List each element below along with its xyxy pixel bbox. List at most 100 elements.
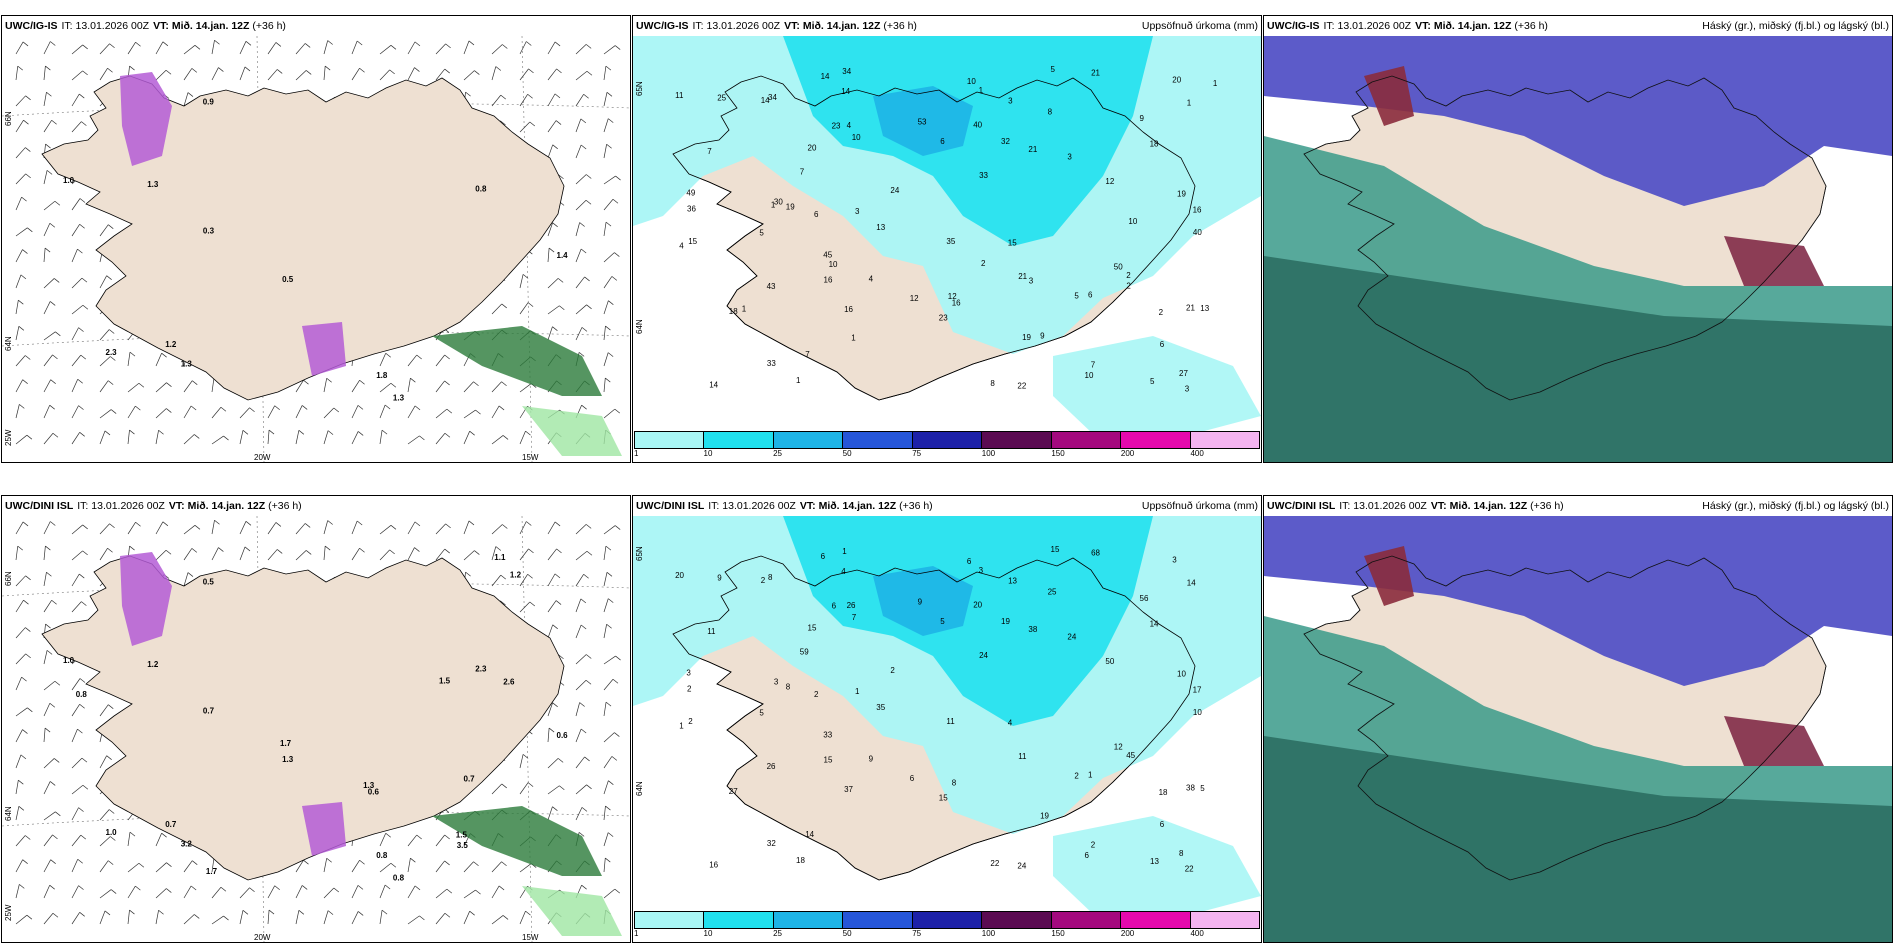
value-label: 13 [1008,577,1017,586]
colorbar-swatch [773,912,844,928]
value-label: 4 [869,275,874,284]
value-label: 1 [796,376,801,385]
value-label: 24 [979,651,988,660]
vt-value: Mið. 14.jan. 12Z [818,500,897,512]
it-prefix: IT: [1323,20,1335,32]
value-label: 43 [767,282,776,291]
value-label: 1.8 [376,371,388,380]
colorbar-swatch [773,432,844,448]
cloud-fields [1264,516,1892,942]
value-label: 1.5 [456,831,468,840]
panel-header: UWC/DINI ISL IT: 13.01.2026 00Z VT: Mið.… [633,496,1261,516]
panel-dini-cloud: UWC/DINI ISL IT: 13.01.2026 00Z VT: Mið.… [1263,495,1893,943]
axis-lat-top: 66N [4,571,13,586]
panel-header: UWC/DINI ISL IT: 13.01.2026 00Z VT: Mið.… [2,496,630,516]
colorbar-swatches [634,911,1260,929]
value-label: 30 [774,198,783,207]
value-label: 10 [967,77,976,86]
value-label: 10 [852,133,861,142]
colorbar-tick: 150 [1051,929,1065,938]
colorbar-swatch [704,912,774,928]
colorbar-swatch [1121,432,1191,448]
value-label: 11 [946,717,955,726]
lead-time: (+36 h) [268,500,302,512]
value-label: 14 [841,87,850,96]
value-label: 13 [876,223,885,232]
value-label: 0.8 [376,851,388,860]
value-label: 14 [805,830,814,839]
value-label: 2 [761,576,766,585]
value-label: 0.6 [368,787,380,796]
value-label: 11 [675,91,684,100]
vt-prefix: VT: [168,500,185,512]
value-label: 1.5 [439,676,451,685]
value-label: 1.0 [106,828,118,837]
colorbar-swatch [635,432,705,448]
value-label: 15 [808,623,817,632]
value-label: 45 [823,251,832,260]
value-label: 7 [707,147,712,156]
precip-fields [633,516,1261,914]
value-label: 14 [1187,578,1196,587]
value-label: 22 [1017,381,1026,390]
value-label: 2 [1091,841,1096,850]
value-label: 8 [1179,849,1184,858]
colorbar-swatch [1121,912,1191,928]
model-name: UWC/DINI ISL [1267,500,1336,512]
value-label: 27 [729,787,738,796]
map-canvas [1264,36,1892,462]
value-label: 3.5 [457,841,469,850]
value-label: 9 [869,755,874,764]
map-canvas: 0.8 0.5 0.7 1.2 2.3 0.8 0.6 0.7 1.3 3.2 1.0 1.0 1.7 1… [2,516,630,942]
axis-lon-right: 15W [522,453,539,462]
colorbar-tick: 75 [912,449,922,458]
colorbar-tick: 10 [703,929,713,938]
value-label: 2.3 [106,348,118,357]
value-label: 1 [1187,98,1192,107]
vt-value: Mið. 14.jan. 12Z [1449,500,1528,512]
value-label: 12 [1114,743,1123,752]
value-label: 6 [1160,820,1165,829]
it-value: 13.01.2026 00Z [1353,500,1427,512]
value-label: 12 [1105,177,1114,186]
axis-lat-top: 65N [635,81,644,96]
value-label: 40 [1193,228,1202,237]
value-label: 50 [1114,263,1123,272]
value-label: 0.3 [203,227,215,236]
colorbar-tick: 100 [981,449,996,458]
value-label: 18 [1159,788,1168,797]
colorbar: 1 10 25 50 75 100 150 200 400 [634,431,1260,459]
colorbar-tick: 200 [1120,929,1135,938]
value-label: 5 [1051,65,1056,74]
lead-time: (+36 h) [883,20,917,32]
colorbar-tick: 150 [1051,449,1065,458]
panel-title: Uppsöfnuð úrkoma (mm) [1141,500,1258,512]
value-label: 19 [1177,190,1186,199]
colorbar-swatch [635,912,705,928]
value-label: 6 [910,774,915,783]
it-prefix: IT: [692,20,704,32]
colorbar-tick: 200 [1120,449,1135,458]
value-labels: 1019211613214529721216183545493453274033… [675,65,1218,393]
value-label: 10 [1085,371,1094,380]
axis-lat-top: 65N [635,546,644,561]
value-label: 7 [805,350,810,359]
value-label: 3 [1029,276,1034,285]
panel-header: UWC/IG-IS IT: 13.01.2026 00Z VT: Mið. 14… [2,16,630,36]
value-label: 1.3 [181,360,193,369]
value-label: 3 [774,678,779,687]
value-label: 1.0 [63,176,75,185]
value-label: 7 [1091,361,1096,370]
panel-header: UWC/DINI ISL IT: 13.01.2026 00Z VT: Mið.… [1264,496,1892,516]
ice-accretion-fields [120,552,622,936]
value-label: 21 [1018,272,1027,281]
value-label: 23 [832,122,841,131]
value-label: 4 [847,121,852,130]
value-label: 3 [855,207,860,216]
value-label: 4 [679,241,684,250]
colorbar-swatch [1190,912,1259,928]
value-label: 8 [990,379,995,388]
model-name: UWC/IG-IS [636,20,689,32]
value-label: 1.3 [393,394,405,403]
value-label: 21 [1091,68,1100,77]
